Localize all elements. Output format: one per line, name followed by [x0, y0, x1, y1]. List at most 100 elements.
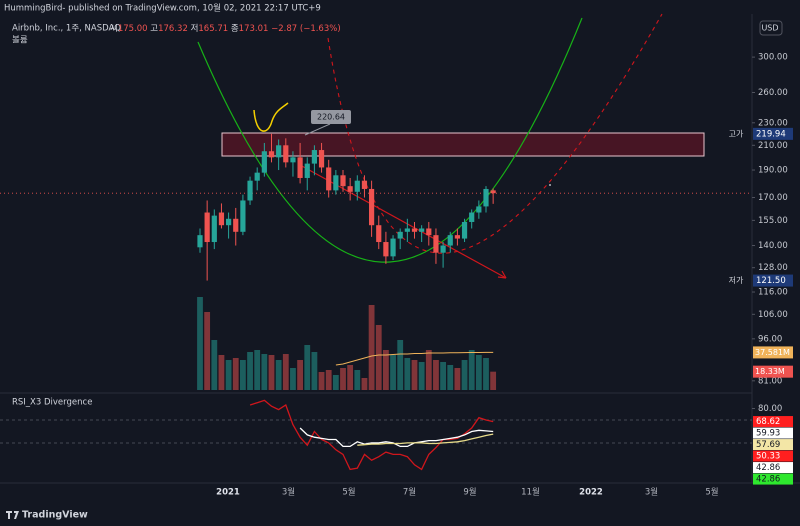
candle-body — [469, 212, 475, 222]
y-tick-label: 210.00 — [758, 141, 788, 151]
ohlc-text: 시175.00 고176.32 저165.71 종173.01 −2.87 (−… — [110, 24, 341, 34]
rsi-badge-text: 42.86 — [756, 475, 780, 485]
volume-bar — [397, 340, 404, 390]
volume-badge — [753, 346, 793, 359]
rsi-line — [249, 399, 494, 471]
volume-bar — [204, 312, 211, 390]
candle-body — [333, 175, 339, 191]
volume-bar — [383, 350, 389, 390]
y-tick-label: 230.00 — [758, 118, 788, 128]
badge-value: 219.94 — [756, 129, 786, 139]
y-tick-label: 260.00 — [758, 88, 788, 98]
volume-bar — [354, 370, 361, 390]
logo: TradingView — [6, 510, 88, 521]
candle-body — [276, 145, 282, 158]
y-tick-label: 81.00 — [758, 376, 782, 386]
volume-bar — [404, 358, 411, 390]
rsi-line — [299, 427, 494, 448]
candle-body — [318, 150, 325, 168]
rsi-badge — [753, 462, 793, 474]
candle-body — [283, 145, 289, 163]
ohlc-value: 175.00 — [118, 24, 148, 34]
rsi-badge — [753, 427, 793, 439]
annotation-text: 220.64 — [317, 113, 345, 122]
badge-box — [753, 127, 793, 140]
volume-bar — [197, 297, 203, 390]
candle-body — [197, 235, 203, 248]
ohlc-change: −2.87 (−1.63%) — [271, 24, 341, 34]
volume-bar — [433, 360, 439, 390]
candle-body — [326, 167, 332, 191]
candle-body — [404, 228, 410, 232]
volume-badge — [753, 365, 793, 378]
ohlc-name: 고 — [150, 24, 158, 34]
currency: USD — [761, 24, 778, 33]
volume-bar — [361, 378, 368, 390]
volume-bar — [490, 371, 497, 390]
volume-bar — [247, 352, 253, 390]
badge-box — [753, 274, 793, 287]
volume-bar — [254, 350, 261, 390]
candle-body — [476, 206, 482, 213]
rsi-line — [357, 433, 494, 446]
volume-ma — [335, 351, 494, 366]
publisher-line: HummingBird- published on TradingView.co… — [4, 3, 321, 14]
yellow-squiggle — [253, 102, 289, 132]
candle-body — [483, 188, 489, 207]
candle-body — [226, 218, 232, 226]
y-tick-label: 155.00 — [758, 216, 788, 226]
ohlc-name: 시 — [110, 24, 118, 34]
x-tick-label: 11월 — [521, 487, 540, 498]
volume-bar — [340, 368, 346, 390]
dot — [549, 184, 551, 186]
volume-bar — [418, 362, 425, 390]
candle-body — [397, 231, 403, 239]
volume-bar — [240, 360, 246, 390]
candle-body — [247, 180, 253, 201]
ohlc-legend: 시175.00 고176.32 저165.71 종173.01 −2.87 (−… — [110, 24, 341, 34]
volume-bar — [297, 360, 303, 390]
volume-bar — [461, 360, 468, 390]
candle-body — [390, 238, 396, 257]
volume-bar — [211, 340, 218, 390]
candle-body — [411, 228, 418, 232]
volume-bar — [290, 368, 296, 390]
candle-body — [376, 225, 382, 243]
candle-body — [233, 218, 239, 232]
y-tick-label: 190.00 — [758, 166, 788, 176]
volume-bar — [454, 368, 461, 390]
candle-body — [440, 245, 446, 253]
annotation-pointer — [304, 123, 331, 136]
volume-bar — [390, 355, 396, 390]
volume-bar — [368, 305, 375, 390]
x-tick-label: 5월 — [342, 487, 355, 498]
candle-body — [369, 188, 375, 226]
volume-bar — [483, 358, 489, 390]
arrow-head — [497, 270, 507, 279]
y-tick-label: 96.00 — [758, 334, 782, 344]
x-tick-label: 7월 — [403, 487, 416, 498]
x-tick-label: 9월 — [463, 487, 476, 498]
volume-bar — [318, 372, 325, 390]
currency-box — [759, 20, 783, 36]
volume-bar — [440, 362, 446, 390]
ohlc-value: 176.32 — [158, 24, 188, 34]
candle-body — [433, 235, 439, 253]
volume-bar — [311, 352, 318, 390]
candle-body — [211, 215, 217, 243]
candle-body — [461, 221, 468, 239]
volume-bar — [347, 365, 354, 390]
volume-bar — [225, 360, 232, 390]
rsi-badge — [753, 439, 793, 451]
volume-bar — [411, 360, 418, 390]
candle-body — [361, 180, 368, 189]
rsi-badge — [753, 416, 793, 428]
volume-bar — [261, 354, 268, 390]
candle-body — [426, 228, 432, 236]
annotation-box — [311, 110, 351, 124]
green-arc — [197, 17, 583, 263]
x-tick-label: 2022 — [579, 488, 603, 498]
rsi-badge-text: 68.62 — [756, 417, 780, 427]
